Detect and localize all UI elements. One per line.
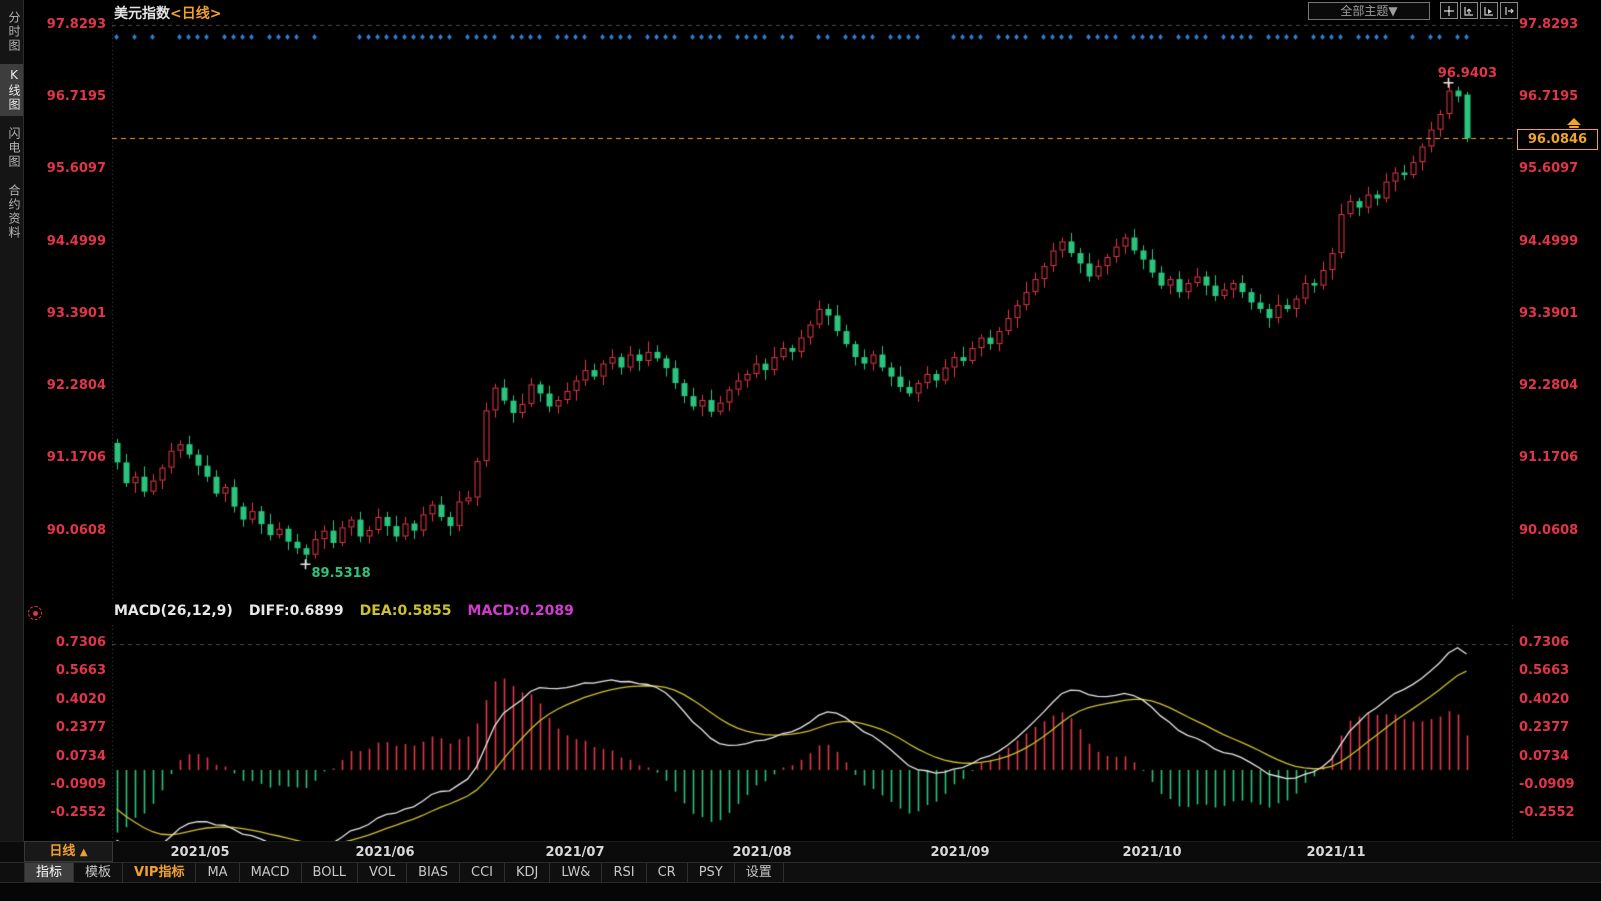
tab-MA[interactable]: MA — [196, 863, 240, 882]
tab-CCI[interactable]: CCI — [460, 863, 506, 882]
y-axis-tick: 97.8293 — [46, 17, 106, 32]
y-axis-tick: 96.7195 — [46, 89, 106, 104]
x-axis-label: 2021/08 — [732, 845, 792, 860]
tab-BIAS[interactable]: BIAS — [407, 863, 461, 882]
y-axis-tick: 0.4020 — [1519, 692, 1570, 707]
macd-macd-value: MACD:0.2089 — [467, 603, 574, 619]
y-axis-tick: 0.2377 — [55, 720, 106, 735]
x-axis-label: 2021/06 — [355, 845, 415, 860]
y-axis-tick: -0.2552 — [1519, 805, 1575, 820]
y-axis-tick: 93.3901 — [46, 306, 106, 321]
bottom-filler — [0, 884, 1601, 901]
y-axis-tick: 0.2377 — [1519, 720, 1570, 735]
tab-KDJ[interactable]: KDJ — [505, 863, 551, 882]
macd-chart-canvas[interactable] — [112, 625, 1513, 841]
y-axis-tick: 91.1706 — [46, 450, 106, 465]
y-axis-tick: 0.7306 — [1519, 635, 1570, 650]
y-axis-tick: 0.5663 — [1519, 663, 1570, 678]
y-axis-tick: 0.0734 — [1519, 749, 1570, 764]
tab-LW&[interactable]: LW& — [550, 863, 603, 882]
macd-header: MACD(26,12,9) DIFF:0.6899 DEA:0.5855 MACD:0… — [114, 603, 590, 619]
period-low-price-label: 89.5318 — [311, 566, 371, 582]
tab-CR[interactable]: CR — [647, 863, 688, 882]
exit-icon[interactable] — [1500, 2, 1518, 19]
period-up-arrow-icon: ▲ — [79, 847, 88, 858]
left-sidebar: 分时图 K线图闪电图合约资料 — [0, 0, 24, 841]
tab-指标[interactable]: 指标 — [24, 863, 75, 882]
tab-PSY[interactable]: PSY — [688, 863, 735, 882]
y-axis-tick: 0.0734 — [55, 749, 106, 764]
x-axis-label: 2021/05 — [170, 845, 230, 860]
macd-diff-value: DIFF:0.6899 — [248, 603, 344, 619]
instrument-name: 美元指数 — [114, 6, 170, 22]
tab-设置[interactable]: 设置 — [735, 863, 784, 882]
x-axis-label: 2021/07 — [545, 845, 605, 860]
theme-dropdown-button[interactable]: 全部主题▼ — [1308, 2, 1430, 20]
y-axis-tick: 0.5663 — [55, 663, 106, 678]
sidebar-item-0[interactable]: 分时图 — [7, 11, 21, 53]
y-axis-tick: 0.4020 — [55, 692, 106, 707]
y-axis-tick: 90.0608 — [1519, 523, 1579, 538]
chart-title: 美元指数<日线> — [114, 3, 221, 23]
tab-RSI[interactable]: RSI — [602, 863, 647, 882]
sidebar-item-1[interactable]: K线图 — [0, 64, 23, 116]
crosshair-icon[interactable] — [1440, 2, 1458, 19]
macd-name-label: MACD(26,12,9) — [114, 603, 233, 619]
y-axis-tick: 95.6097 — [1519, 161, 1579, 176]
period-selector[interactable]: 日线 ▲ — [24, 841, 113, 862]
price-up-arrow-icon — [1566, 118, 1582, 129]
y-axis-tick: -0.0909 — [1519, 777, 1575, 792]
axis-play-icon[interactable] — [1480, 2, 1498, 19]
x-axis-label: 2021/11 — [1306, 845, 1366, 860]
tab-VOL[interactable]: VOL — [358, 863, 408, 882]
y-axis-tick: -0.2552 — [50, 805, 106, 820]
y-axis-tick: 94.4999 — [46, 234, 106, 249]
y-axis-tick: 92.2804 — [46, 378, 106, 393]
sidebar-item-2[interactable]: 闪电图 — [7, 127, 21, 169]
tab-BOLL[interactable]: BOLL — [302, 863, 358, 882]
x-axis-label: 2021/09 — [930, 845, 990, 860]
indicator-tab-bar: 指标 模板 VIP指标 MA MACD BOLL VOL BIAS CCI KDJ LW& RSI CR… — [0, 862, 1601, 883]
period-selector-label: 日线 — [49, 844, 76, 859]
x-axis-date-strip — [0, 841, 1601, 862]
y-axis-tick: -0.0909 — [50, 777, 106, 792]
axis-zoom-icon[interactable] — [1460, 2, 1478, 19]
y-axis-tick: 92.2804 — [1519, 378, 1579, 393]
sidebar-item-3[interactable]: 合约资料 — [7, 184, 21, 240]
y-axis-tick: 94.4999 — [1519, 234, 1579, 249]
y-axis-tick: 93.3901 — [1519, 306, 1579, 321]
y-axis-tick: 91.1706 — [1519, 450, 1579, 465]
y-axis-tick: 0.7306 — [55, 635, 106, 650]
period-high-price-label: 96.9403 — [1437, 66, 1497, 81]
current-price-badge: 96.0846 — [1517, 129, 1598, 150]
period-tag: <日线> — [170, 6, 222, 22]
y-axis-tick: 95.6097 — [46, 161, 106, 176]
y-axis-tick: 97.8293 — [1519, 17, 1579, 32]
tab-模板[interactable]: 模板 — [74, 863, 124, 882]
x-axis-label: 2021/10 — [1122, 845, 1182, 860]
tab-MACD[interactable]: MACD — [240, 863, 302, 882]
tab-VIP指标[interactable]: VIP指标 — [123, 863, 197, 882]
y-axis-tick: 96.7195 — [1519, 89, 1579, 104]
macd-dea-value: DEA:0.5855 — [359, 603, 452, 619]
kline-chart-canvas[interactable] — [112, 22, 1513, 600]
y-axis-tick: 90.0608 — [46, 523, 106, 538]
indicator-target-icon[interactable] — [28, 606, 42, 620]
